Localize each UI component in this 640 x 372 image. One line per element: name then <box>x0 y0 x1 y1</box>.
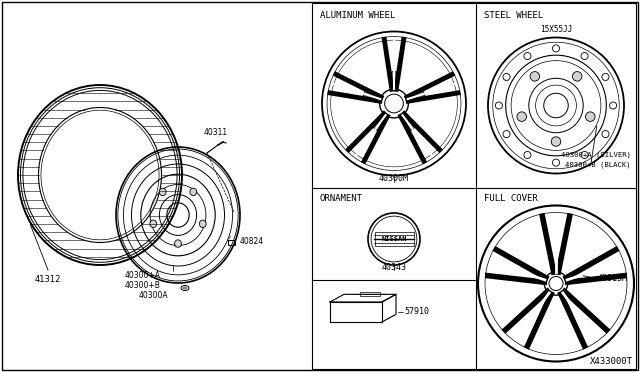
Text: FULL COVER: FULL COVER <box>484 194 538 203</box>
Ellipse shape <box>175 240 181 247</box>
Circle shape <box>517 112 527 121</box>
Text: STEEL WHEEL: STEEL WHEEL <box>484 11 543 20</box>
Circle shape <box>581 151 588 158</box>
Text: 40300+A (SILVER): 40300+A (SILVER) <box>561 151 631 158</box>
Circle shape <box>609 102 617 109</box>
Ellipse shape <box>190 188 196 196</box>
Text: ORNAMENT: ORNAMENT <box>320 194 363 203</box>
Circle shape <box>581 52 588 60</box>
Text: 40343: 40343 <box>381 263 406 272</box>
Circle shape <box>602 131 609 138</box>
Circle shape <box>503 131 510 138</box>
Circle shape <box>602 73 609 80</box>
Text: NISSAN: NISSAN <box>381 236 407 242</box>
Text: X433000T: X433000T <box>590 357 633 366</box>
Circle shape <box>552 45 559 52</box>
Circle shape <box>380 89 408 118</box>
Text: 40315M: 40315M <box>598 274 628 283</box>
Circle shape <box>405 121 415 130</box>
Circle shape <box>495 102 502 109</box>
Text: 40300+B: 40300+B <box>125 281 161 290</box>
Circle shape <box>373 121 383 130</box>
Circle shape <box>586 112 595 121</box>
Circle shape <box>524 52 531 60</box>
FancyBboxPatch shape <box>360 292 380 296</box>
Circle shape <box>572 71 582 81</box>
Text: 57910: 57910 <box>404 308 429 317</box>
Text: 40300+B (BLACK): 40300+B (BLACK) <box>565 161 631 168</box>
Circle shape <box>530 71 540 81</box>
Text: 15X55JJ: 15X55JJ <box>540 25 572 34</box>
Text: 40300A: 40300A <box>138 291 168 300</box>
Text: 40300+A: 40300+A <box>125 271 161 280</box>
Circle shape <box>503 73 510 80</box>
Circle shape <box>552 159 559 166</box>
Text: 41312: 41312 <box>35 275 61 284</box>
Circle shape <box>415 90 425 100</box>
Text: 40311: 40311 <box>204 128 228 137</box>
Text: 40300M: 40300M <box>379 174 409 183</box>
Text: 40824: 40824 <box>240 237 264 246</box>
Ellipse shape <box>150 220 157 228</box>
Ellipse shape <box>199 220 206 228</box>
Circle shape <box>389 71 399 81</box>
Circle shape <box>524 151 531 158</box>
Circle shape <box>551 137 561 146</box>
Text: ALUMINUM WHEEL: ALUMINUM WHEEL <box>320 11 396 20</box>
Circle shape <box>364 90 372 100</box>
Ellipse shape <box>159 188 166 196</box>
Circle shape <box>544 272 568 295</box>
